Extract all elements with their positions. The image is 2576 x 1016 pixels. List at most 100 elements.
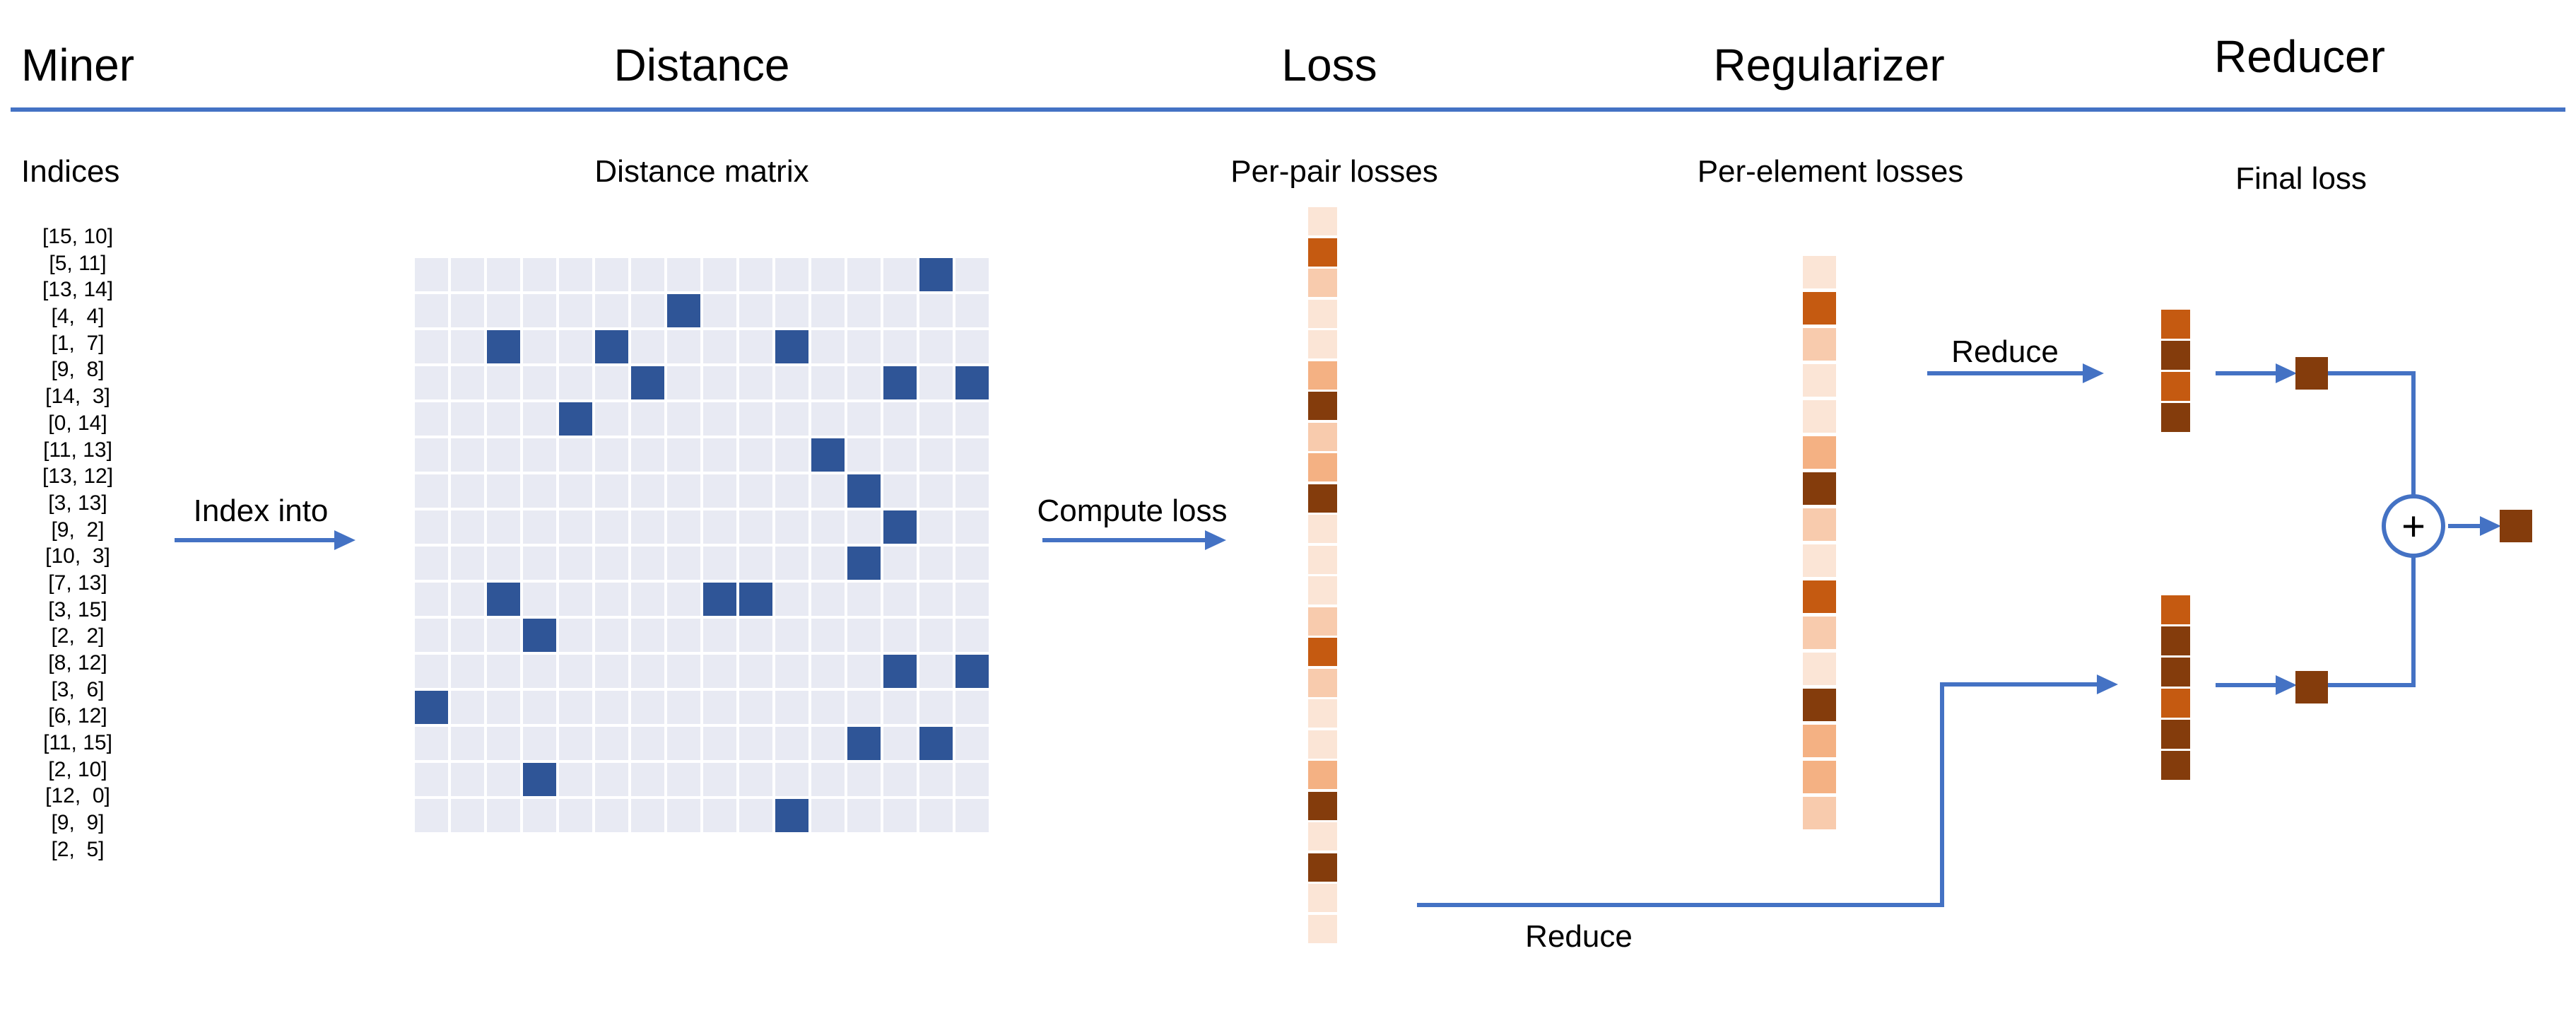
matrix-cell — [595, 799, 628, 832]
index-pair: [9, 2] — [51, 518, 105, 542]
matrix-cell-filled — [775, 330, 808, 363]
matrix-cell — [667, 799, 700, 832]
reduce-top-arrowhead-icon — [2083, 363, 2104, 383]
matrix-cell — [451, 619, 484, 652]
matrix-cell — [919, 547, 953, 580]
indices-list: [15, 10] [5, 11] [13, 14] [4, 4] [1, 7] [9, 8… — [21, 223, 134, 863]
matrix-cell — [523, 366, 556, 399]
lower-stack-cell — [2161, 658, 2190, 687]
matrix-cell — [955, 547, 989, 580]
per-pair-loss-cell — [1308, 545, 1337, 574]
matrix-cell — [451, 547, 484, 580]
matrix-cell — [739, 438, 772, 472]
matrix-cell — [811, 691, 845, 724]
matrix-cell — [451, 655, 484, 688]
matrix-cell — [559, 619, 592, 652]
matrix-cell — [487, 799, 520, 832]
header-miner: Miner — [21, 40, 135, 90]
matrix-cell — [811, 294, 845, 327]
matrix-cell-filled — [883, 510, 917, 544]
upper-stack-cell — [2161, 403, 2190, 432]
per-pair-loss-cell — [1308, 484, 1337, 513]
matrix-cell — [451, 258, 484, 291]
per-pair-loss-cell — [1308, 361, 1337, 390]
matrix-cell — [451, 366, 484, 399]
matrix-cell — [415, 402, 448, 436]
matrix-cell — [775, 583, 808, 616]
reduce-top-arrow-line — [1927, 371, 2083, 375]
index-pair: [3, 15] — [48, 597, 107, 621]
matrix-cell — [415, 727, 448, 760]
matrix-cell — [703, 474, 736, 508]
matrix-cell — [847, 619, 881, 652]
matrix-cell — [703, 438, 736, 472]
matrix-cell — [631, 727, 664, 760]
index-into-arrow-line — [175, 538, 334, 542]
matrix-cell — [595, 691, 628, 724]
matrix-cell — [919, 763, 953, 796]
matrix-cell-filled — [487, 583, 520, 616]
distance-matrix — [415, 258, 989, 832]
matrix-cell — [523, 294, 556, 327]
matrix-cell — [451, 583, 484, 616]
matrix-cell — [775, 727, 808, 760]
matrix-cell — [919, 583, 953, 616]
compute-loss-arrowhead-icon — [1205, 530, 1226, 550]
matrix-cell — [559, 727, 592, 760]
matrix-cell — [523, 402, 556, 436]
matrix-cell — [955, 438, 989, 472]
matrix-cell — [667, 366, 700, 399]
header-divider-line — [11, 107, 2565, 112]
per-pair-loss-cell — [1308, 207, 1337, 235]
matrix-cell — [919, 510, 953, 544]
matrix-cell — [667, 474, 700, 508]
per-element-loss-cell — [1803, 508, 1836, 541]
matrix-cell — [955, 583, 989, 616]
matrix-cell — [415, 366, 448, 399]
matrix-cell — [739, 763, 772, 796]
matrix-cell — [451, 294, 484, 327]
per-pair-loss-cell — [1308, 853, 1337, 882]
upper-square-to-plus-horizontal — [2328, 371, 2416, 375]
matrix-cell — [811, 583, 845, 616]
matrix-cell — [775, 438, 808, 472]
per-element-loss-cell — [1803, 797, 1836, 829]
matrix-cell — [667, 763, 700, 796]
matrix-cell — [919, 366, 953, 399]
subtitle-indices: Indices — [21, 154, 120, 189]
matrix-cell — [523, 691, 556, 724]
matrix-cell — [487, 619, 520, 652]
index-pair: [2, 2] — [51, 624, 105, 648]
matrix-cell — [451, 474, 484, 508]
per-pair-loss-cell — [1308, 607, 1337, 636]
matrix-cell — [415, 294, 448, 327]
subtitle-distance-matrix: Distance matrix — [594, 154, 809, 189]
matrix-cell — [415, 547, 448, 580]
matrix-cell — [415, 583, 448, 616]
upper-square-to-plus-vertical — [2411, 371, 2416, 496]
matrix-cell — [559, 691, 592, 724]
matrix-cell — [595, 583, 628, 616]
lower-stack-arrow-line — [2216, 683, 2276, 687]
matrix-cell — [487, 655, 520, 688]
matrix-cell — [703, 619, 736, 652]
matrix-cell — [883, 799, 917, 832]
matrix-cell — [811, 330, 845, 363]
matrix-cell — [739, 330, 772, 363]
matrix-cell — [883, 763, 917, 796]
matrix-cell — [919, 691, 953, 724]
per-pair-losses-strip — [1308, 207, 1337, 943]
matrix-cell — [919, 438, 953, 472]
lower-reduced-stack — [2161, 595, 2190, 780]
matrix-cell — [559, 294, 592, 327]
matrix-cell — [955, 402, 989, 436]
per-element-loss-cell — [1803, 256, 1836, 288]
matrix-cell — [595, 763, 628, 796]
index-pair: [3, 6] — [51, 677, 105, 701]
compute-loss-label: Compute loss — [1037, 494, 1228, 528]
matrix-cell — [451, 691, 484, 724]
matrix-cell — [847, 258, 881, 291]
matrix-cell-filled — [739, 583, 772, 616]
matrix-cell — [883, 583, 917, 616]
matrix-cell — [739, 258, 772, 291]
